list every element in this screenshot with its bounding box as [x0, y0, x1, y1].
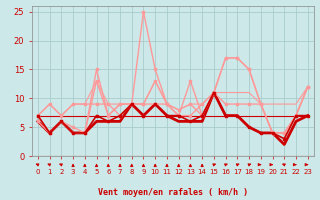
X-axis label: Vent moyen/en rafales ( km/h ): Vent moyen/en rafales ( km/h ) [98, 188, 248, 197]
